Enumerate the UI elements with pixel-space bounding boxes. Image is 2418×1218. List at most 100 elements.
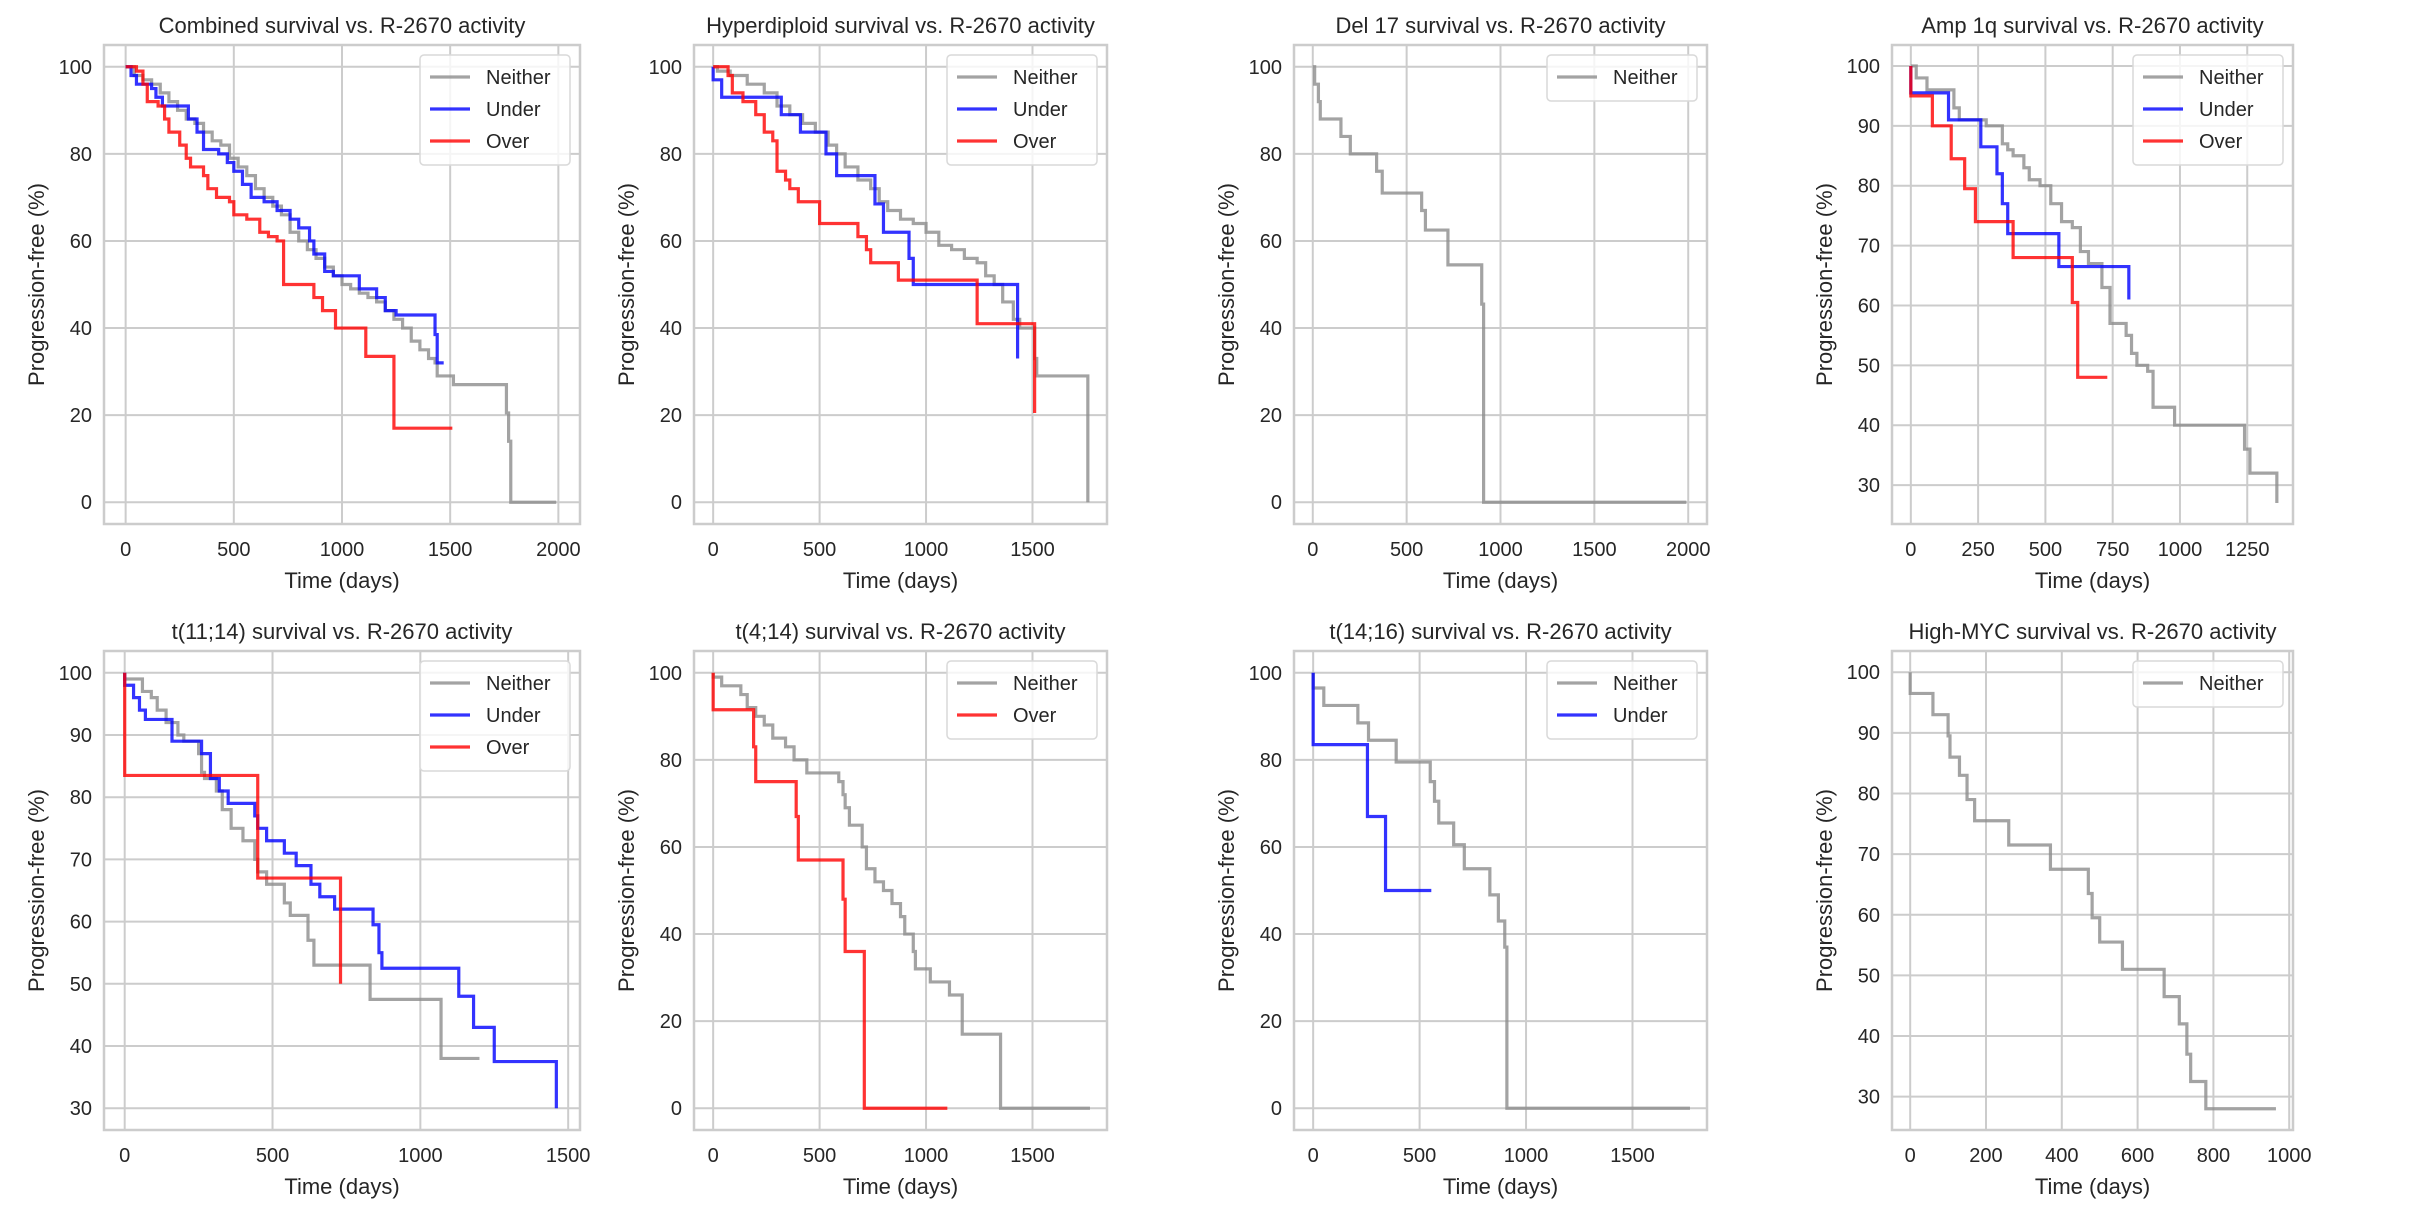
y-tick-label: 40 [1858, 1026, 1880, 1048]
x-tick-label: 0 [708, 539, 719, 561]
y-tick-label: 60 [70, 912, 92, 934]
y-tick-label: 30 [70, 1098, 92, 1120]
series-line-neither [125, 65, 557, 504]
grid [1892, 45, 2293, 524]
x-axis-label: Time (days) [843, 568, 958, 593]
x-tick-label: 1250 [2225, 539, 2270, 561]
legend-label: Over [1013, 131, 1057, 153]
x-tick-label: 0 [1307, 539, 1318, 561]
y-tick-label: 90 [1858, 723, 1880, 745]
y-tick-label: 20 [1260, 1011, 1282, 1033]
legend-box [1546, 54, 1698, 102]
y-tick-label: 20 [70, 405, 92, 427]
x-tick-label: 0 [120, 539, 131, 561]
chart-title: Hyperdiploid survival vs. R-2670 activit… [706, 13, 1095, 38]
x-tick-label: 0 [1308, 1145, 1319, 1167]
y-tick-label: 60 [1260, 231, 1282, 253]
y-axis-label: Progression-free (%) [614, 183, 639, 386]
legend-box [2132, 54, 2284, 166]
y-tick-label: 80 [1260, 144, 1282, 166]
chart-title: t(4;14) survival vs. R-2670 activity [735, 619, 1065, 644]
legend: Neither Under Over [419, 54, 571, 166]
chart-title: Del 17 survival vs. R-2670 activity [1335, 13, 1665, 38]
y-tick-label: 60 [70, 231, 92, 253]
axes-frame [1890, 649, 2295, 1132]
y-tick-label: 80 [660, 750, 682, 772]
axes-frame [1292, 43, 1709, 526]
y-tick-label: 80 [70, 144, 92, 166]
legend-box [1546, 660, 1698, 740]
legend-box [946, 54, 1098, 166]
legend-label: Under [2199, 99, 2254, 121]
y-tick-label: 40 [1260, 924, 1282, 946]
series-line-neither [123, 672, 480, 1061]
legend-label: Over [1013, 705, 1057, 727]
x-tick-label: 0 [1905, 1145, 1916, 1167]
axes-frame [692, 43, 1109, 526]
y-tick-label: 100 [649, 57, 682, 79]
y-tick-label: 0 [1271, 1098, 1282, 1120]
legend-label: Under [1613, 705, 1668, 727]
y-tick-label: 60 [1858, 905, 1880, 927]
legend-box [419, 660, 571, 772]
x-tick-label: 1500 [1572, 539, 1617, 561]
y-tick-label: 80 [70, 787, 92, 809]
chart-title: t(11;14) survival vs. R-2670 activity [172, 619, 513, 644]
x-tick-label: 1000 [320, 539, 365, 561]
legend-label: Under [1013, 99, 1068, 121]
x-axis-label: Time (days) [1443, 568, 1558, 593]
grid [1294, 45, 1707, 524]
chart-title: Combined survival vs. R-2670 activity [159, 13, 526, 38]
legend-label: Neither [2199, 67, 2264, 89]
x-tick-label: 400 [2045, 1145, 2078, 1167]
legend-box [946, 660, 1098, 740]
legend: Neither Under Over [419, 660, 571, 772]
axes-frame [1292, 649, 1709, 1132]
subplot-4: 0 250 500 750 1000 1250 30 40 50 60 70 80 90 100 Amp 1… [1812, 13, 2295, 593]
x-tick-label: 1500 [546, 1145, 591, 1167]
subplot-6: 0 500 1000 1500 0 20 40 60 80 100 t(4;14) survival… [614, 619, 1109, 1199]
axes-frame [692, 649, 1109, 1132]
legend-label: Over [486, 131, 530, 153]
y-tick-label: 30 [1858, 1087, 1880, 1109]
y-tick-label: 20 [660, 1011, 682, 1033]
y-tick-label: 20 [1260, 405, 1282, 427]
y-tick-label: 80 [1260, 750, 1282, 772]
y-tick-label: 100 [1249, 663, 1282, 685]
legend-label: Neither [2199, 673, 2264, 695]
y-tick-label: 60 [1260, 837, 1282, 859]
y-tick-label: 30 [1858, 475, 1880, 497]
legend-label: Neither [486, 673, 551, 695]
y-tick-label: 0 [671, 1098, 682, 1120]
x-tick-label: 0 [1905, 539, 1916, 561]
y-tick-label: 50 [70, 974, 92, 996]
series-line-neither [1312, 65, 1687, 504]
x-tick-label: 1000 [904, 539, 949, 561]
x-axis-label: Time (days) [284, 568, 399, 593]
legend: Neither [2132, 660, 2284, 708]
y-tick-label: 80 [1858, 783, 1880, 805]
x-tick-label: 1500 [1010, 1145, 1055, 1167]
series-line-under [1909, 65, 2131, 300]
y-tick-label: 50 [1858, 965, 1880, 987]
legend-label: Neither [486, 67, 551, 89]
y-axis-label: Progression-free (%) [1812, 183, 1837, 386]
x-tick-label: 0 [708, 1145, 719, 1167]
legend-label: Neither [1613, 67, 1678, 89]
y-tick-label: 100 [1847, 662, 1880, 684]
series-line-neither [1311, 672, 1690, 1110]
subplot-1: 0 500 1000 1500 2000 0 20 40 60 80 100 Combined sur… [24, 13, 582, 593]
x-tick-label: 800 [2197, 1145, 2230, 1167]
x-tick-label: 600 [2121, 1145, 2154, 1167]
series-line-neither [711, 672, 1090, 1110]
axes-frame [102, 43, 582, 526]
x-tick-label: 250 [1961, 539, 1994, 561]
y-tick-label: 100 [1847, 56, 1880, 78]
series-line-under [1311, 672, 1432, 893]
y-tick-label: 80 [1858, 176, 1880, 198]
subplot-7: 0 500 1000 1500 0 20 40 60 80 100 t(14;16) surviva… [1214, 619, 1709, 1199]
x-tick-label: 1000 [2267, 1145, 2312, 1167]
y-axis-label: Progression-free (%) [1214, 789, 1239, 992]
legend-label: Under [486, 705, 541, 727]
